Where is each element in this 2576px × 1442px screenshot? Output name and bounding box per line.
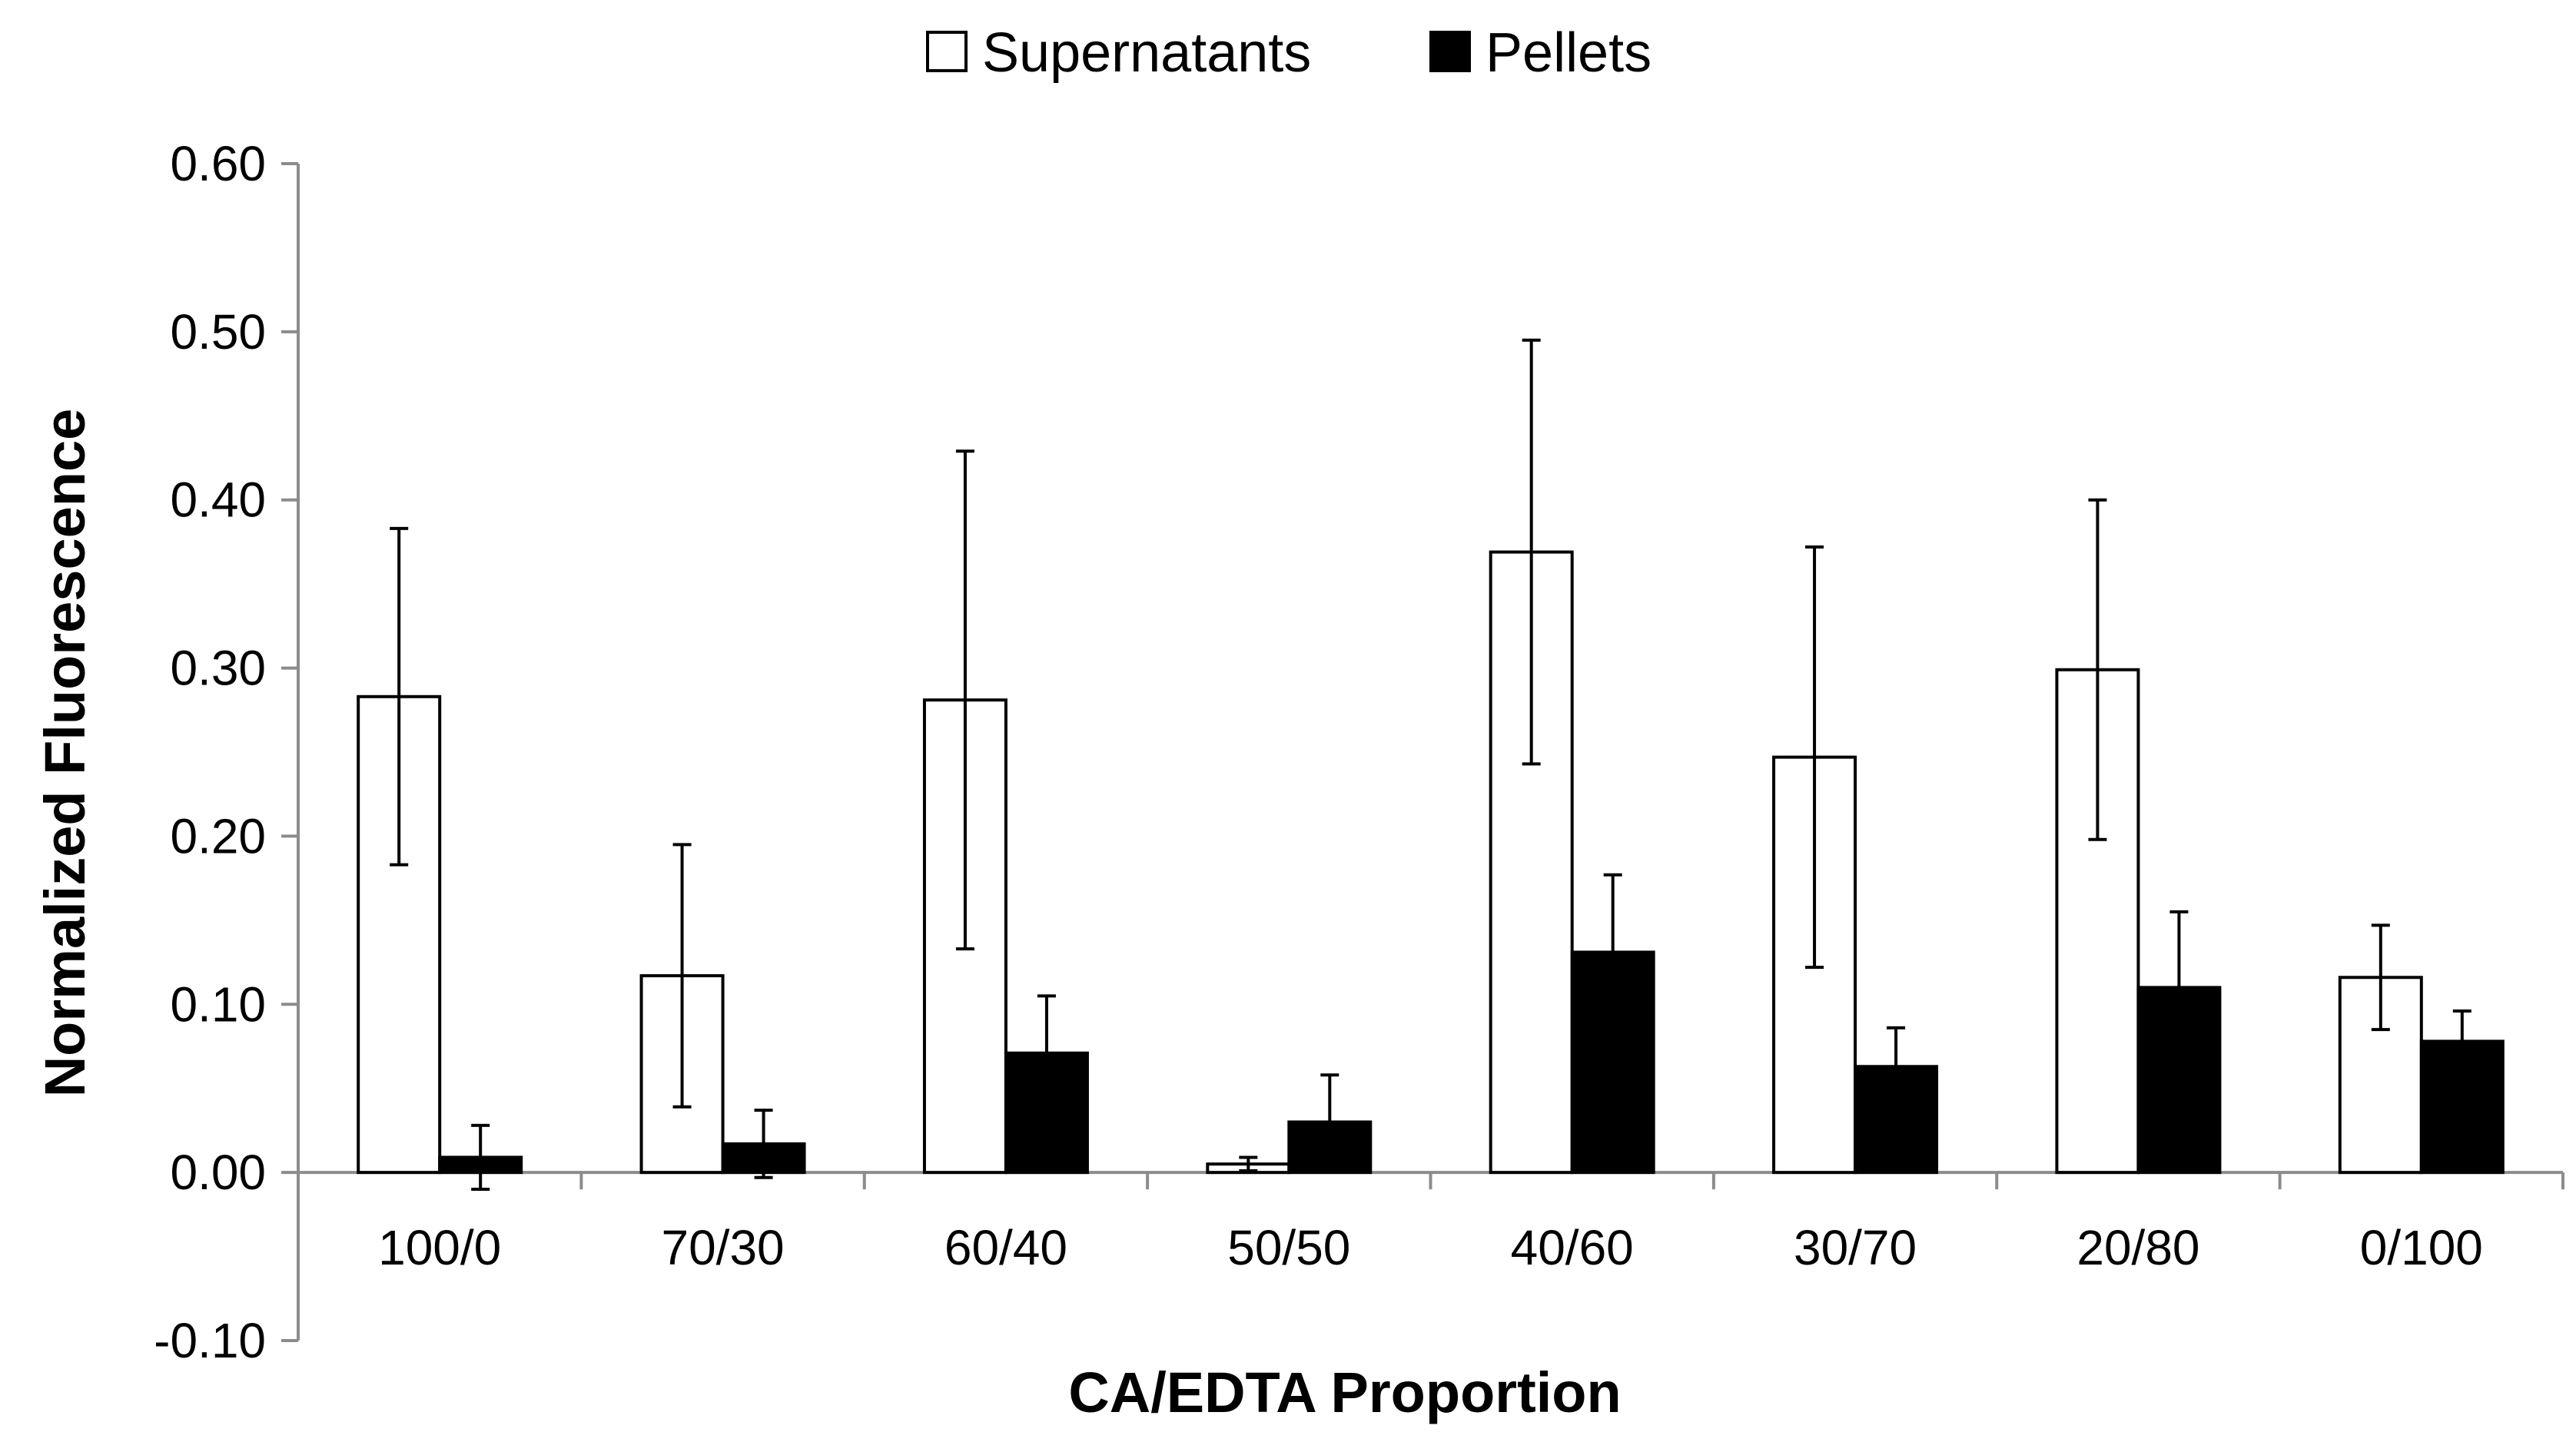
y-tick-label: -0.10 [154,1313,266,1368]
x-tick-label: 0/100 [2360,1220,2483,1275]
error-bars [390,338,2471,1192]
x-tick-label: 70/30 [661,1220,784,1275]
x-tick-label: 60/40 [944,1220,1067,1275]
x-tick-label: 30/70 [1794,1220,1917,1275]
y-tick-label: 0.10 [170,976,266,1032]
legend-swatch-supernatants [926,31,968,72]
y-axis [281,162,300,1342]
y-tick-label: 0.30 [170,641,266,696]
y-tick-label: 0.50 [170,304,266,360]
bars [357,550,2505,1175]
tick-labels: 0.60 0.50 0.40 0.30 0.20 0.10 0.00 -0.10 100/0 70… [154,136,2483,1368]
x-tick-label: 100/0 [378,1220,501,1275]
x-axis [297,1171,2564,1190]
y-axis-title: Normalized Fluorescence [33,409,97,1098]
y-tick-label: 0.40 [170,472,266,528]
legend: Supernatants Pellets [926,22,1651,84]
x-axis-title: CA/EDTA Proportion [1068,1361,1621,1424]
y-tick-label: 0.20 [170,808,266,864]
y-tick-label: 0.00 [170,1145,266,1200]
legend-label-pellets: Pellets [1486,22,1651,84]
x-tick-label: 40/60 [1511,1220,1634,1275]
legend-label-supernatants: Supernatants [982,22,1311,84]
x-tick-label: 50/50 [1227,1220,1350,1275]
x-tick-label: 20/80 [2076,1220,2199,1275]
y-tick-label: 0.60 [170,136,266,191]
legend-swatch-pellets [1429,31,1471,72]
